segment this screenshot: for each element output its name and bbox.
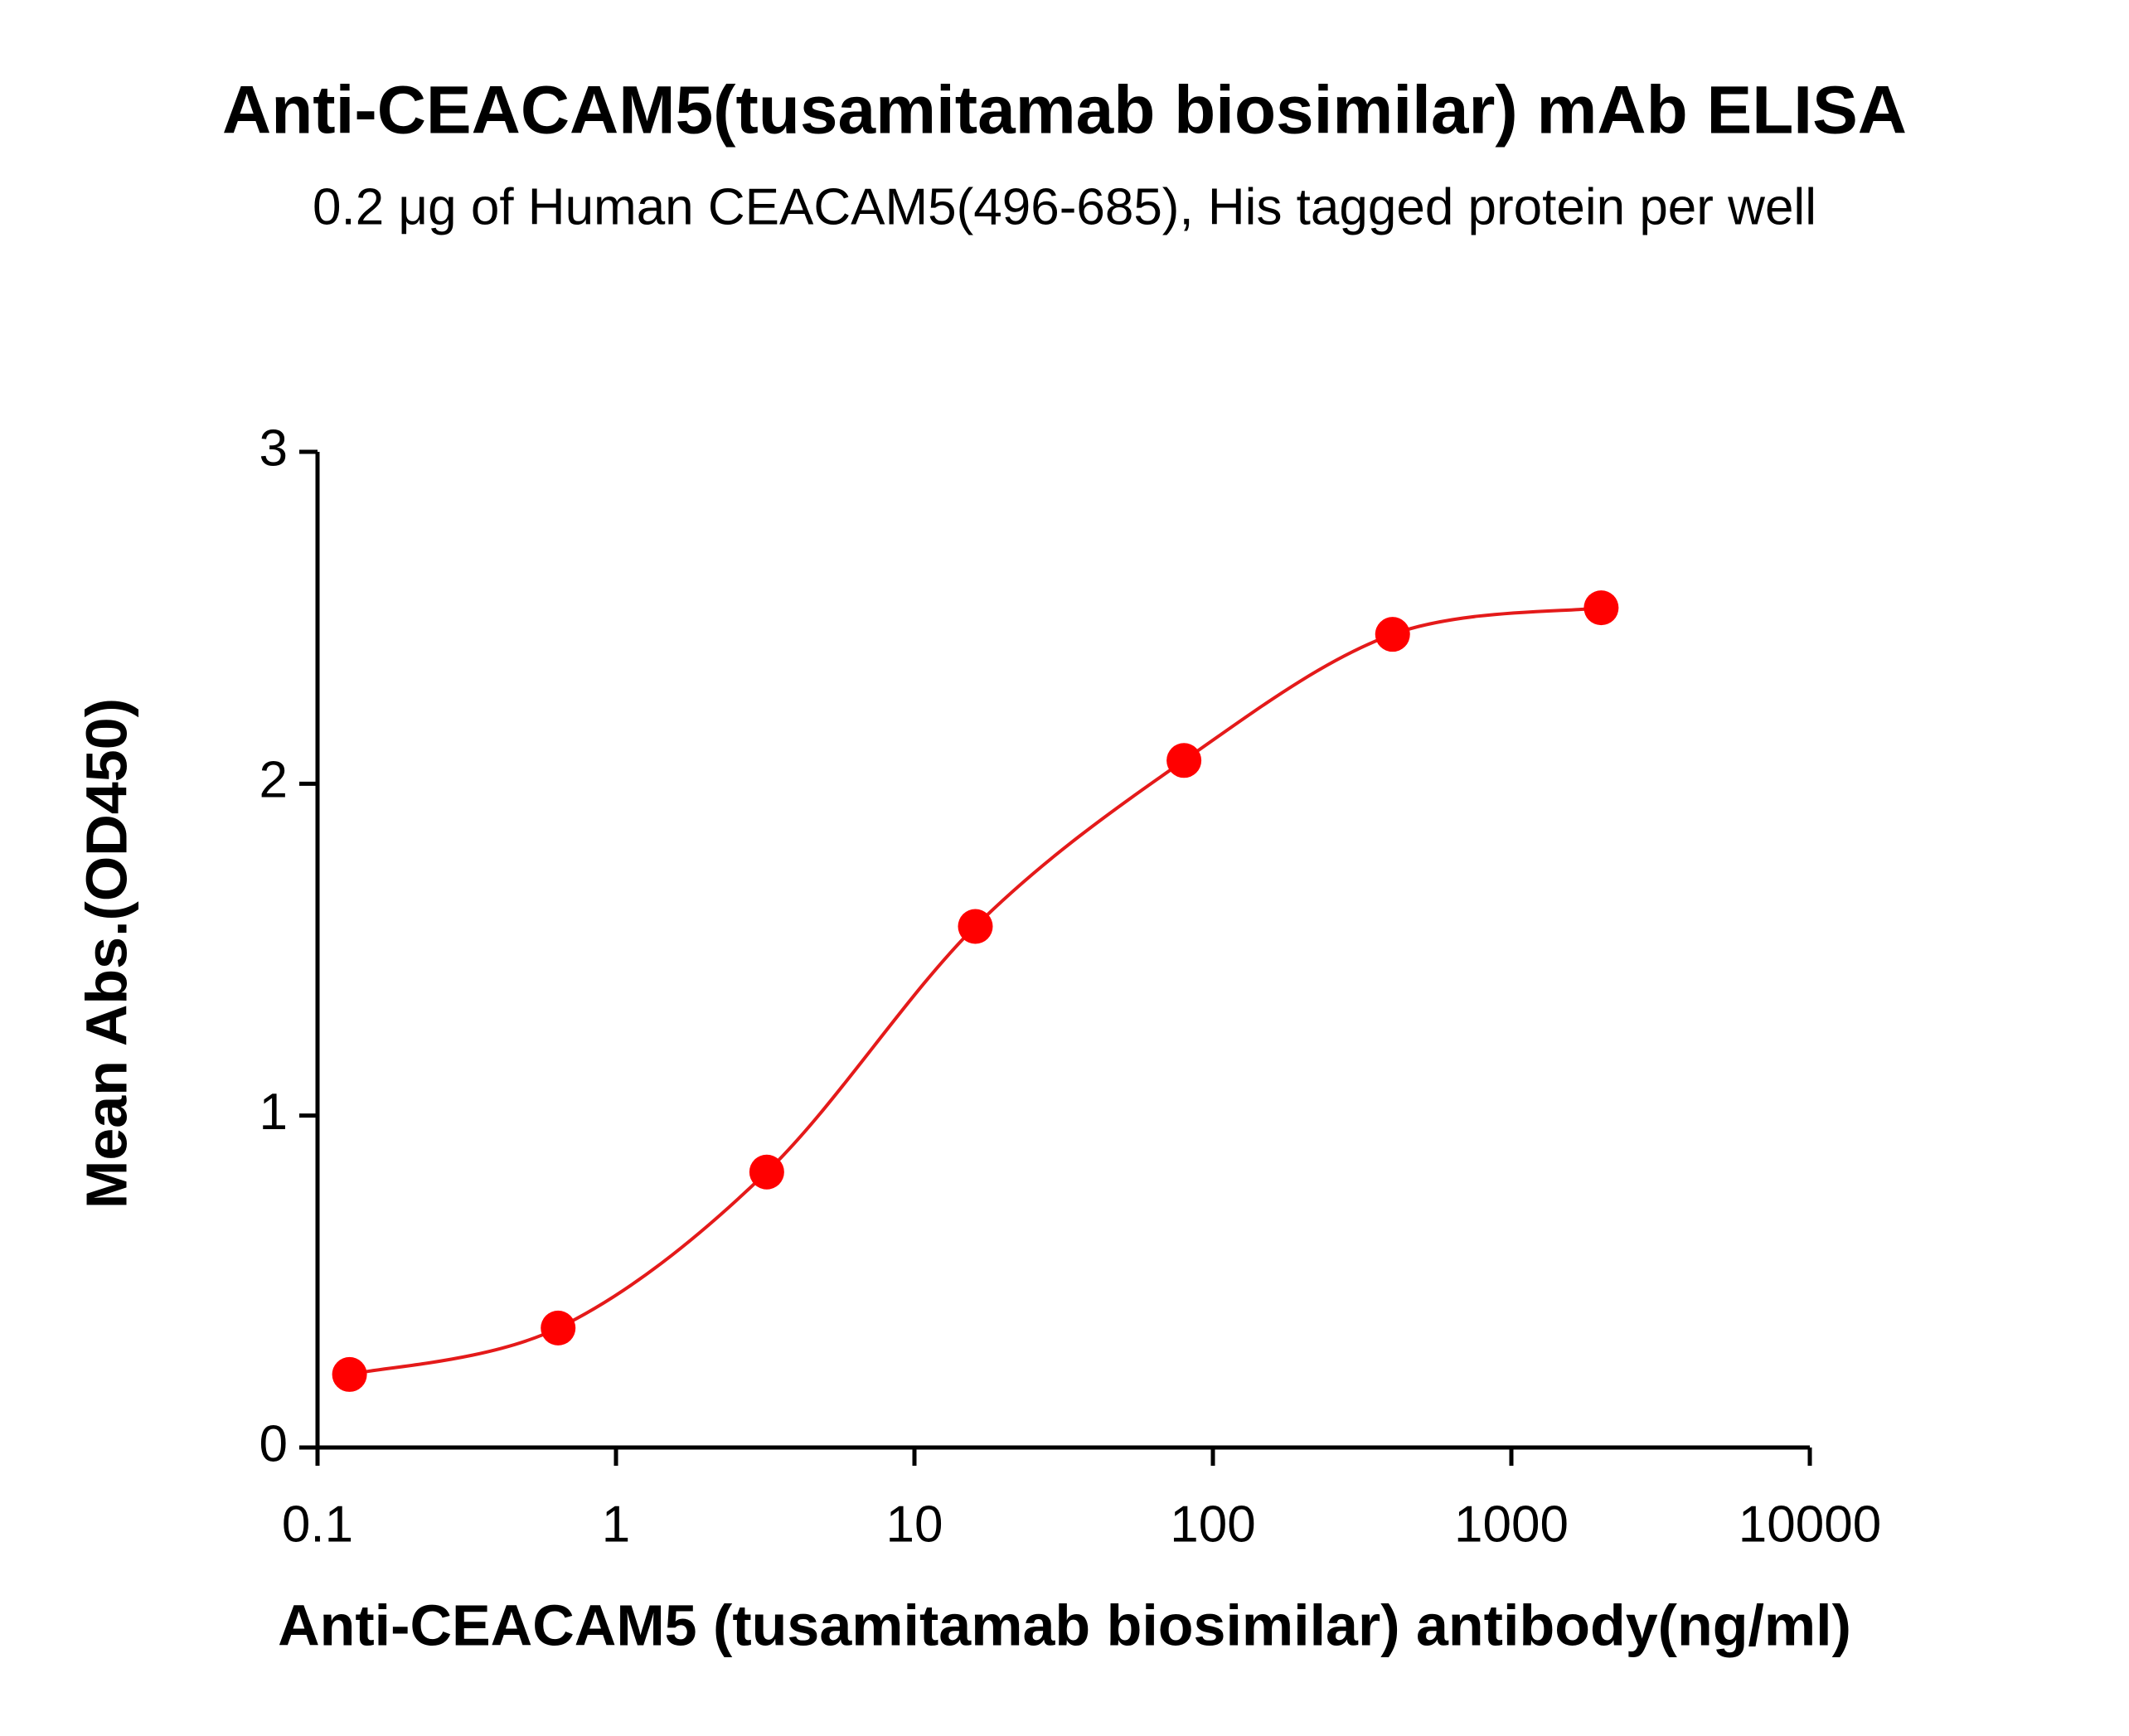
x-tick-label: 100: [1170, 1496, 1255, 1553]
chart-title: Anti-CEACAM5(tusamitamab biosimilar) mAb…: [222, 73, 1907, 148]
x-tick-label: 1000: [1454, 1496, 1569, 1553]
data-point: [541, 1310, 576, 1346]
x-tick-label: 10000: [1739, 1496, 1881, 1553]
data-point: [1375, 617, 1410, 652]
y-tick-label: 2: [259, 752, 288, 809]
fit-curve: [349, 606, 1602, 1376]
data-point: [332, 1356, 367, 1392]
x-axis-title: Anti-CEACAM5 (tusamitamab biosimilar) an…: [278, 1593, 1851, 1657]
x-tick-label: 1: [602, 1496, 630, 1553]
chart-subtitle: 0.2 μg of Human CEACAM5(496-685), His ta…: [313, 178, 1816, 235]
y-axis-title: Mean Abs.(OD450): [74, 698, 138, 1209]
data-point: [958, 909, 993, 944]
x-tick-label: 0.1: [282, 1496, 353, 1553]
y-tick-label: 1: [259, 1084, 288, 1141]
y-tick-label: 0: [259, 1415, 288, 1472]
data-point: [1166, 743, 1202, 778]
data-point: [1583, 590, 1619, 626]
x-tick-label: 10: [886, 1496, 943, 1553]
y-tick-label: 3: [259, 419, 288, 477]
data-point: [749, 1154, 784, 1190]
